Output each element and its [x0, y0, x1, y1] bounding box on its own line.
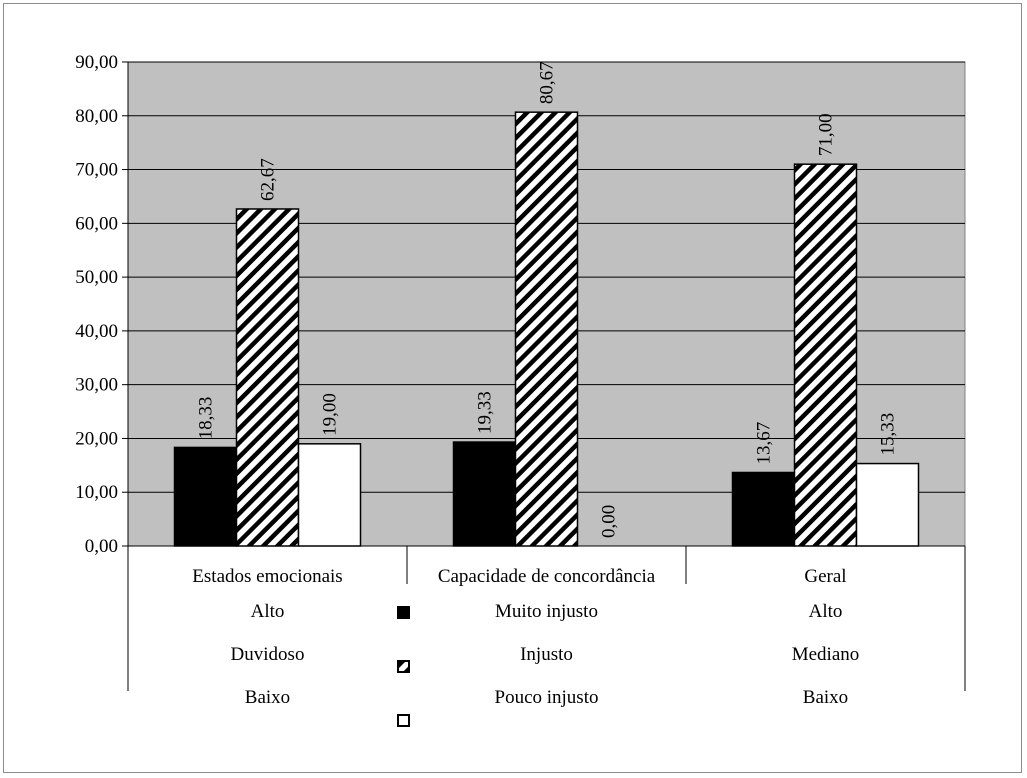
bar	[514, 111, 579, 547]
y-tick-label: 40,00	[75, 321, 118, 342]
table-cell: Alto	[251, 601, 285, 622]
y-tick-label: 30,00	[75, 375, 118, 396]
bar	[731, 471, 796, 547]
table-cell: Mediano	[792, 644, 860, 665]
bar	[235, 208, 300, 547]
table-cell: Pouco injusto	[495, 687, 599, 708]
category-label: Estados emocionais	[192, 566, 342, 587]
bar	[793, 163, 858, 547]
bar	[297, 443, 362, 547]
table-cell: Alto	[809, 601, 843, 622]
data-label: 62,67	[258, 158, 279, 201]
y-tick-label: 90,00	[75, 52, 118, 73]
y-tick-label: 20,00	[75, 428, 118, 449]
table-cell: Muito injusto	[495, 601, 598, 622]
data-label: 15,33	[878, 413, 899, 456]
bar	[452, 441, 517, 547]
data-label: 71,00	[816, 113, 837, 156]
y-tick-label: 80,00	[75, 106, 118, 127]
data-label: 19,33	[475, 391, 496, 434]
y-tick-label: 50,00	[75, 267, 118, 288]
y-tick-label: 70,00	[75, 160, 118, 181]
legend-swatch	[397, 660, 410, 673]
table-cell: Injusto	[520, 644, 573, 665]
category-label: Capacidade de concordância	[438, 566, 656, 587]
category-label: Geral	[804, 566, 846, 587]
data-label: 0,00	[599, 505, 620, 538]
data-label: 13,67	[754, 422, 775, 465]
y-tick-label: 0,00	[85, 536, 118, 557]
data-label: 80,67	[537, 61, 558, 104]
table-cell: Baixo	[245, 687, 290, 708]
data-label: 19,00	[320, 393, 341, 436]
table-cell: Duvidoso	[231, 644, 305, 665]
table-cell: Baixo	[803, 687, 848, 708]
data-label: 18,33	[196, 397, 217, 440]
y-tick-label: 10,00	[75, 482, 118, 503]
bar	[855, 462, 920, 547]
chart-frame	[3, 3, 1022, 773]
y-tick-label: 60,00	[75, 213, 118, 234]
legend-swatch	[397, 714, 410, 727]
bar	[173, 446, 238, 547]
legend-swatch	[397, 606, 410, 619]
